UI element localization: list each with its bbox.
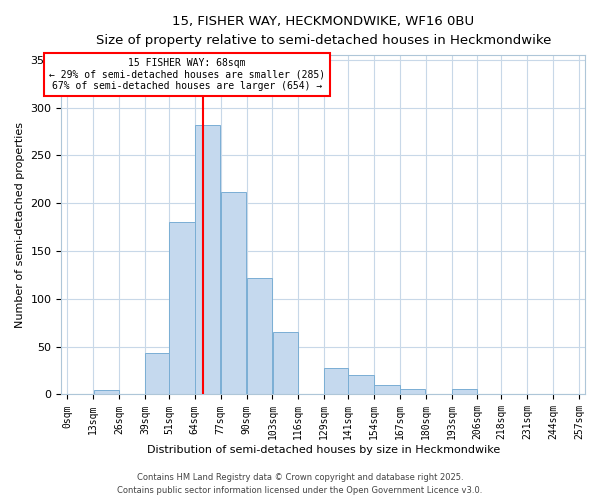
- Bar: [325, 368, 348, 394]
- Bar: [400, 388, 425, 394]
- Title: 15, FISHER WAY, HECKMONDWIKE, WF16 0BU
Size of property relative to semi-detache: 15, FISHER WAY, HECKMONDWIKE, WF16 0BU S…: [95, 15, 551, 47]
- Bar: [452, 388, 477, 394]
- Text: Contains HM Land Registry data © Crown copyright and database right 2025.
Contai: Contains HM Land Registry data © Crown c…: [118, 474, 482, 495]
- Bar: [169, 222, 194, 394]
- Y-axis label: Number of semi-detached properties: Number of semi-detached properties: [15, 122, 25, 328]
- Bar: [221, 192, 246, 394]
- Bar: [349, 376, 374, 394]
- Bar: [272, 332, 298, 394]
- Text: 15 FISHER WAY: 68sqm
← 29% of semi-detached houses are smaller (285)
67% of semi: 15 FISHER WAY: 68sqm ← 29% of semi-detac…: [49, 58, 325, 91]
- Bar: [247, 278, 272, 394]
- Bar: [94, 390, 119, 394]
- Bar: [195, 125, 220, 394]
- Bar: [145, 354, 169, 395]
- X-axis label: Distribution of semi-detached houses by size in Heckmondwike: Distribution of semi-detached houses by …: [146, 445, 500, 455]
- Bar: [374, 385, 400, 394]
